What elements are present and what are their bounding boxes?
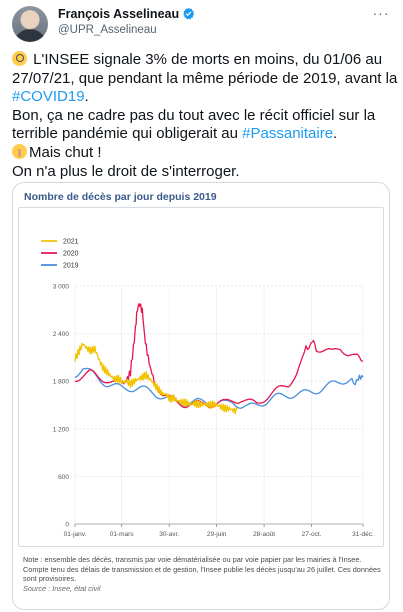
author-handle[interactable]: @UPR_Asselineau — [58, 24, 157, 36]
chart-note: Note : ensemble des décès, transmis par … — [23, 555, 383, 593]
tweet-line-2: Bon, ça ne cadre pas du tout avec le réc… — [12, 106, 376, 143]
verified-badge-icon — [183, 7, 195, 20]
y-tick-label: 3 000 — [53, 284, 70, 291]
chart-note-text: Note : ensemble des décès, transmis par … — [23, 555, 381, 584]
author-name-text[interactable]: François Asselineau — [58, 7, 180, 21]
x-tick-label: 27-oct. — [302, 531, 322, 538]
hashtag-passanitaire-link[interactable]: #Passanitaire — [242, 125, 334, 143]
series-line-2021 — [74, 342, 238, 415]
y-tick-label: 1 800 — [53, 379, 70, 386]
y-tick-label: 2 400 — [53, 331, 70, 338]
more-options-icon[interactable]: ··· — [372, 5, 390, 21]
x-tick-label: 29-juin — [207, 531, 227, 538]
hashtag-covid19-link[interactable]: #COVID19 — [12, 88, 85, 106]
y-tick-label: 0 — [65, 522, 69, 529]
chart-title: Nombre de décès par jour depuis 2019 — [24, 191, 217, 203]
tweet-line-1-end: . — [84, 88, 89, 106]
shushing-face-emoji-icon — [12, 143, 27, 159]
chart-container: 0 600 1 200 1 800 2 400 3 000 01-janv. 01-mars 3… — [18, 207, 384, 547]
x-tick-label: 30-avr. — [159, 531, 179, 538]
legend-label-2019: 2019 — [63, 263, 79, 270]
tweet-line-3: Mais chut ! — [29, 143, 102, 161]
x-tick-label: 28-août — [253, 531, 275, 538]
tweet-paragraph-4: On n'a plus le droit de s'interroger. — [12, 162, 240, 180]
tweet-paragraph-3: Mais chut ! — [12, 143, 398, 163]
tweet-media-image[interactable]: Nombre de décès par jour depuis 2019 0 60… — [12, 182, 390, 610]
legend-label-2021: 2021 — [63, 239, 79, 246]
tweet-line-1: L'INSEE signale 3% de morts en moins, du… — [12, 51, 398, 87]
tweet-paragraph-1: L'INSEE signale 3% de morts en moins, du… — [12, 51, 398, 107]
avatar[interactable] — [12, 6, 48, 42]
y-tick-label: 1 200 — [53, 426, 70, 433]
y-tick-label: 600 — [58, 474, 69, 481]
magnifying-glass-emoji-icon — [12, 51, 27, 66]
chart-source: Source : Insee, état civil — [23, 583, 101, 593]
x-tick-label: 01-janv. — [64, 531, 87, 538]
death-chart: 0 600 1 200 1 800 2 400 3 000 01-janv. 01-mars 3… — [41, 239, 374, 538]
legend-label-2020: 2020 — [63, 251, 79, 258]
tweet-text: L'INSEE signale 3% de morts en moins, du… — [12, 51, 398, 181]
tweet-line-2-end: . — [333, 125, 338, 143]
x-tick-label: 01-mars — [110, 531, 135, 538]
tweet-paragraph-2: Bon, ça ne cadre pas du tout avec le réc… — [12, 107, 398, 144]
author-name[interactable]: François Asselineau — [58, 7, 195, 21]
x-tick-label: 31-déc. — [352, 531, 374, 538]
